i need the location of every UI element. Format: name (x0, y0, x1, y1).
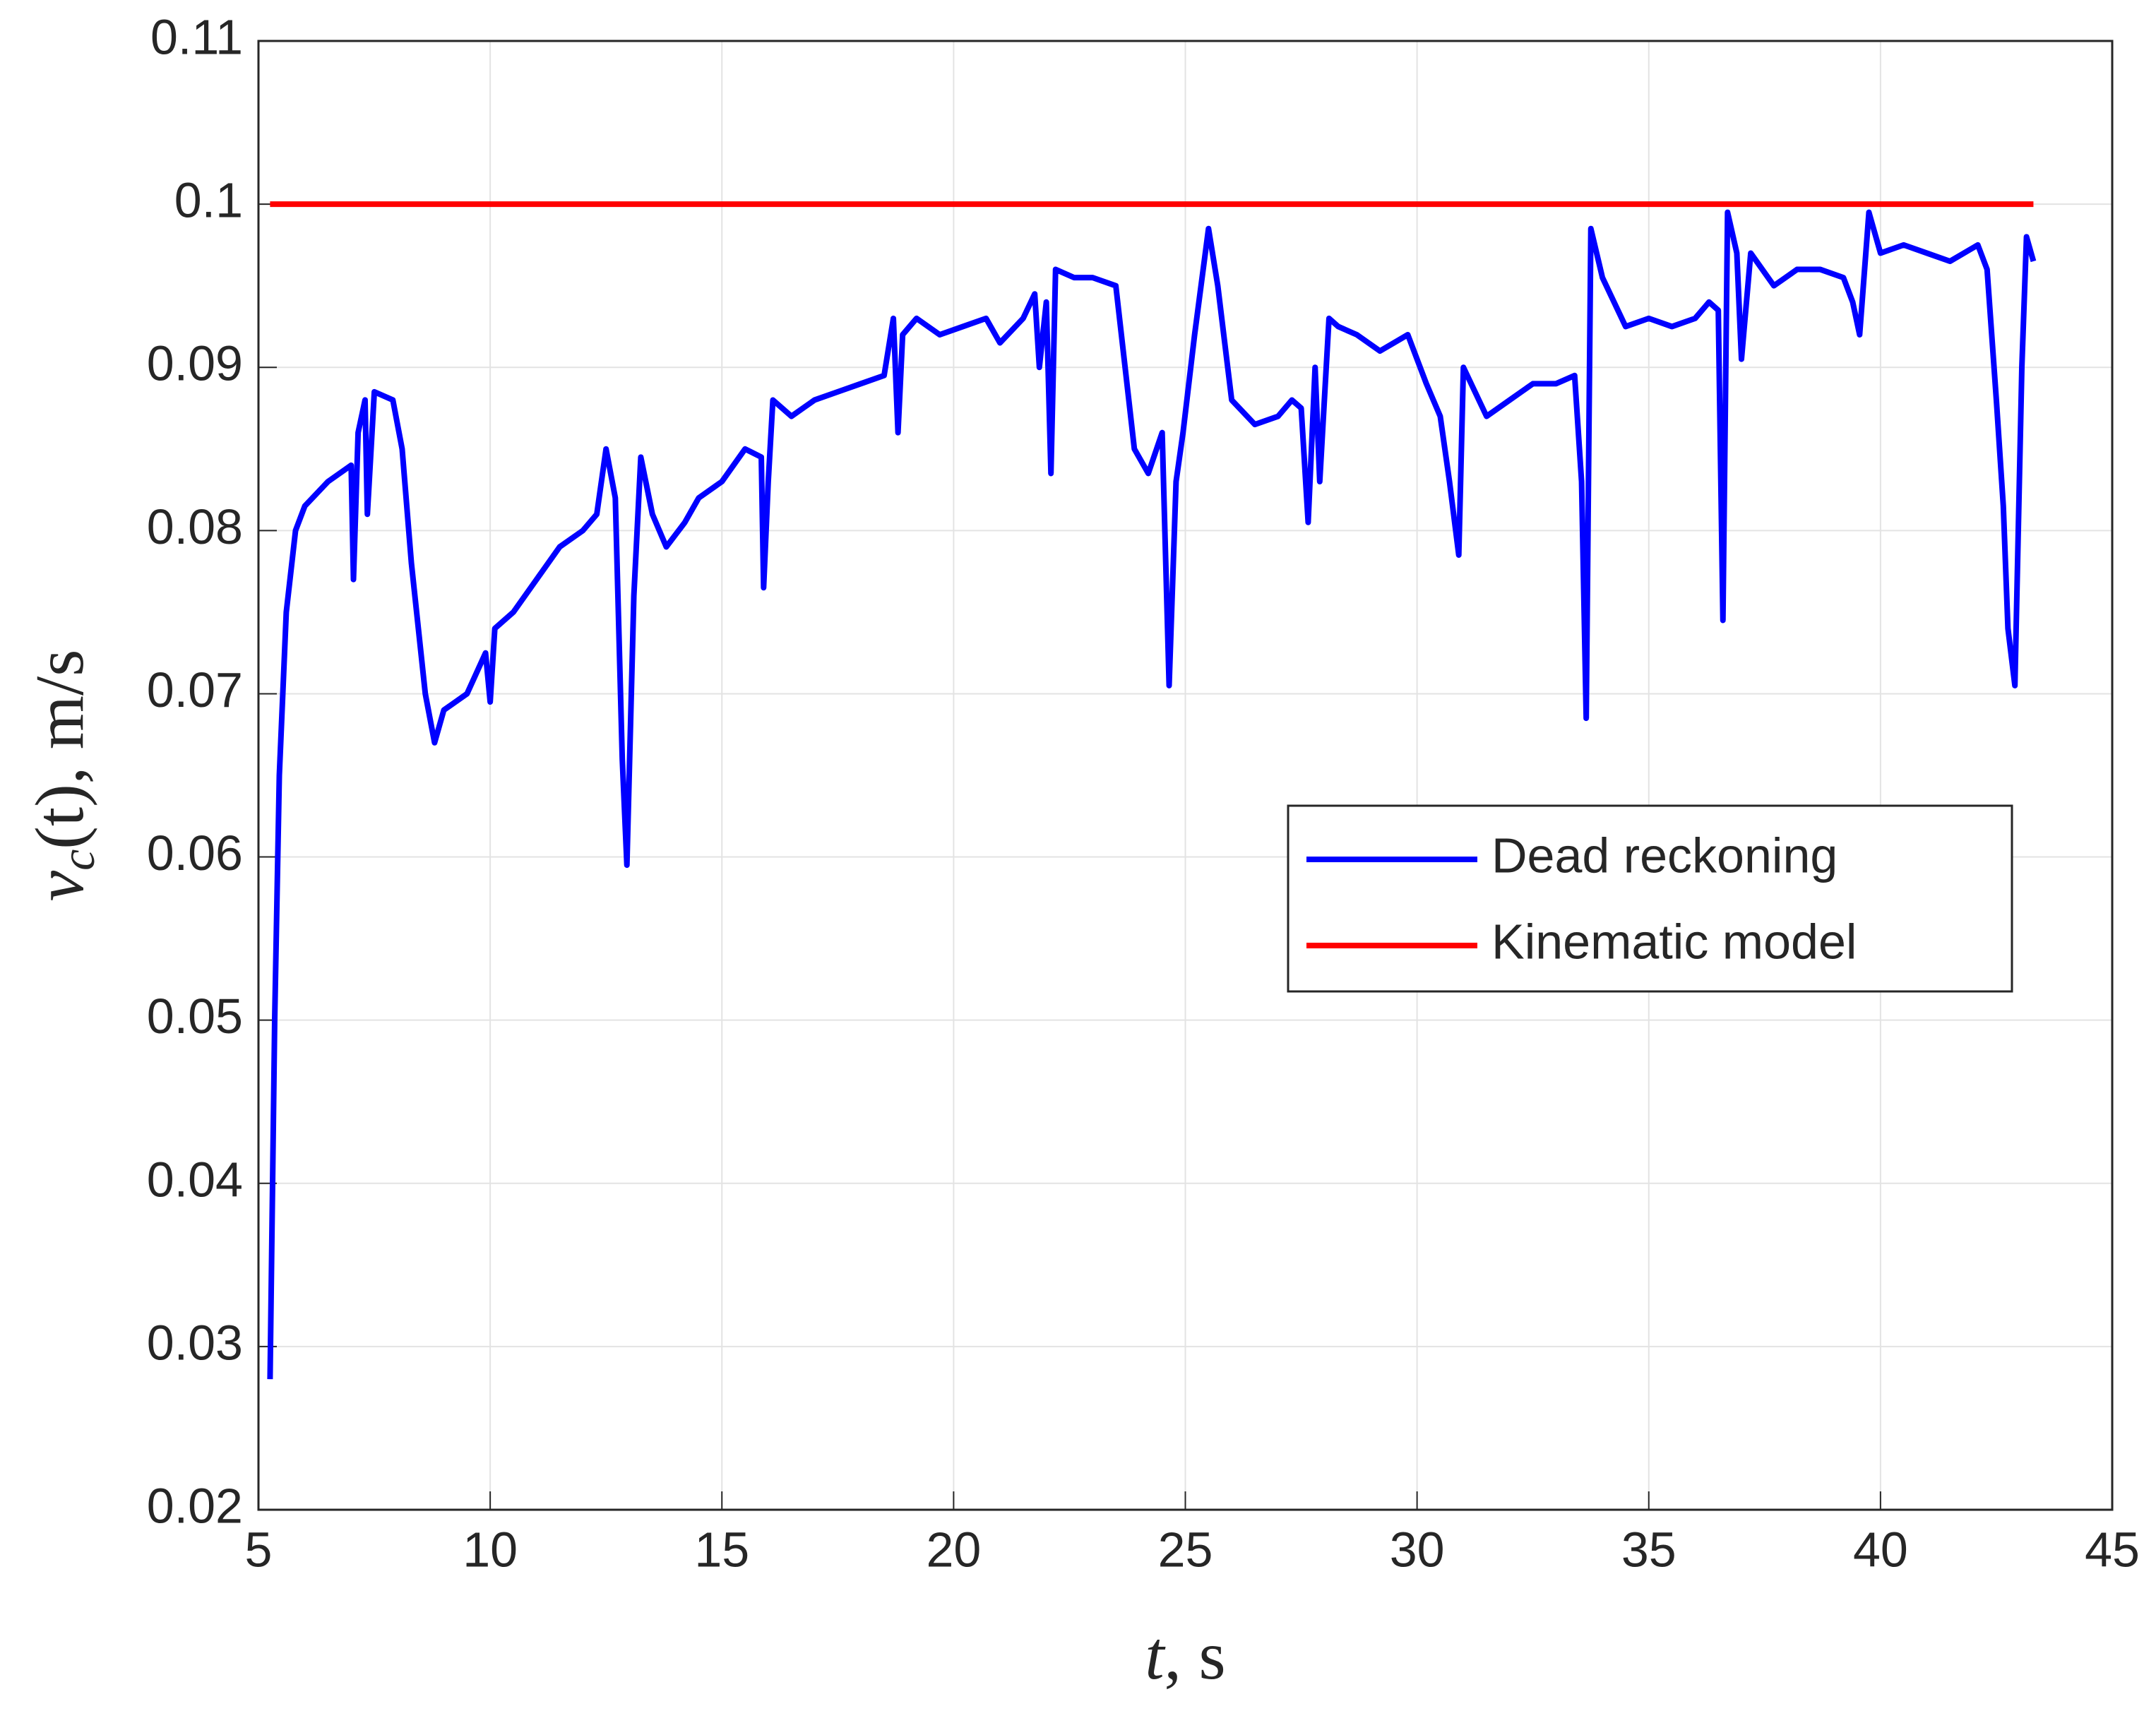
legend-label: Dead reckoning (1491, 828, 1838, 883)
y-tick-label: 0.04 (147, 1152, 243, 1207)
x-tick-label: 25 (1158, 1522, 1213, 1577)
x-tick-label: 45 (2085, 1522, 2140, 1577)
y-tick-label: 0.09 (147, 336, 243, 391)
x-tick-label: 15 (694, 1522, 749, 1577)
x-tick-label: 40 (1853, 1522, 1908, 1577)
x-label-unit: , s (1165, 1618, 1226, 1694)
y-tick-label: 0.05 (147, 989, 243, 1044)
y-tick-label: 0.07 (147, 662, 243, 717)
y-tick-label: 0.03 (147, 1315, 243, 1370)
y-label-sub: c (51, 849, 105, 871)
x-tick-label: 5 (245, 1522, 273, 1577)
y-axis-label: vc(t), m/s (22, 650, 104, 902)
x-tick-label: 20 (926, 1522, 981, 1577)
y-tick-label: 0.06 (147, 825, 243, 881)
x-axis-label: t, s (1145, 1618, 1225, 1694)
legend-box (1287, 804, 2013, 993)
y-tick-label: 0.11 (150, 9, 243, 64)
y-tick-label: 0.1 (174, 173, 243, 228)
y-tick-label: 0.02 (147, 1478, 243, 1533)
y-label-var: v (22, 870, 98, 901)
x-label-var: t (1145, 1618, 1166, 1694)
y-tick-label: 0.08 (147, 499, 243, 554)
x-tick-label: 35 (1621, 1522, 1676, 1577)
x-tick-label: 10 (463, 1522, 518, 1577)
series-line (267, 209, 2037, 1380)
y-label-rest: (t), m/s (22, 650, 98, 849)
x-tick-label: 30 (1390, 1522, 1445, 1577)
legend-label: Kinematic model (1491, 914, 1857, 969)
plot-frame (257, 40, 2114, 1511)
